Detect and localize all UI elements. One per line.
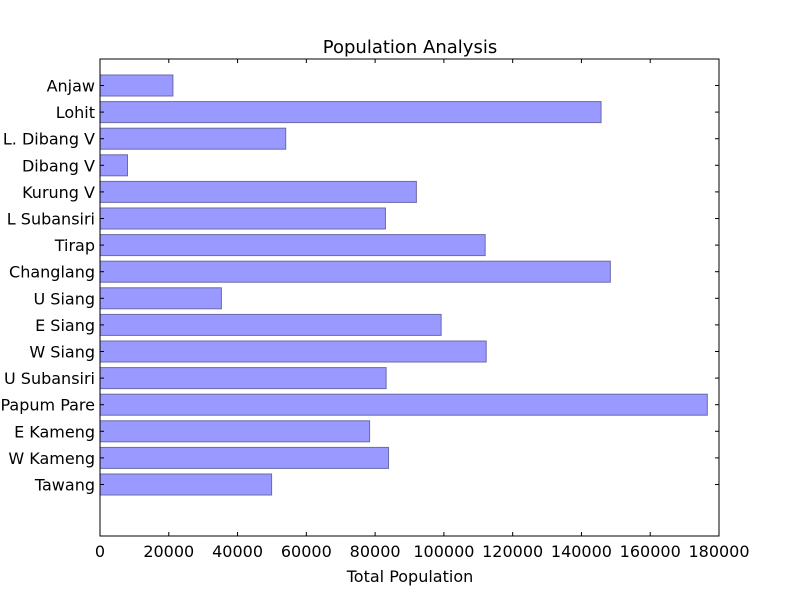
- bar-lohit: [99, 101, 602, 124]
- x-tick-label: 60000: [281, 542, 332, 561]
- y-tick-label: L Subansiri: [7, 210, 95, 229]
- y-tick-label: U Siang: [34, 289, 96, 308]
- y-tick-label: W Siang: [29, 343, 95, 362]
- bar-e-siang: [99, 313, 442, 336]
- x-tick-label: 40000: [212, 542, 263, 561]
- bar-kurung-v: [99, 180, 417, 203]
- bars-layer: [99, 74, 708, 496]
- bar-e-kameng: [99, 420, 371, 443]
- y-tick-label: Papum Pare: [0, 396, 95, 415]
- y-tick-label: Kurung V: [22, 183, 95, 202]
- bar-w-kameng: [99, 446, 390, 469]
- x-tick-label: 180000: [688, 542, 749, 561]
- x-tick-label: 160000: [620, 542, 681, 561]
- bar-u-subansiri: [99, 367, 387, 390]
- y-tick-label: W Kameng: [8, 449, 95, 468]
- x-tick-label: 0: [95, 542, 105, 561]
- y-tick-label: L. Dibang V: [3, 130, 95, 149]
- y-tick-label: Anjaw: [47, 77, 95, 96]
- y-tick-label: Changlang: [9, 263, 95, 282]
- y-tick-label: Dibang V: [22, 156, 95, 175]
- bar-changlang: [99, 260, 611, 283]
- bar-papum-pare: [99, 393, 708, 416]
- ticks-layer: Anjaw Lohit L. Dibang V Dibang V Kurung V L S…: [0, 59, 750, 561]
- bar-w-siang: [99, 340, 487, 363]
- y-tick-label: Lohit: [56, 103, 95, 122]
- bar-tawang: [99, 473, 273, 496]
- bar-dibang-v: [99, 154, 129, 177]
- x-tick-label: 120000: [482, 542, 543, 561]
- bar-anjaw: [99, 74, 174, 97]
- y-tick-label: Tawang: [34, 476, 95, 495]
- y-tick-label: E Siang: [35, 316, 95, 335]
- x-tick-label: 80000: [350, 542, 401, 561]
- bar-tirap: [99, 234, 486, 257]
- y-tick-label: E Kameng: [14, 422, 95, 441]
- y-tick-label: Tirap: [54, 236, 95, 255]
- x-tick-label: 20000: [143, 542, 194, 561]
- x-tick-label: 140000: [551, 542, 612, 561]
- bar-u-siang: [99, 287, 222, 310]
- x-axis-label: Total Population: [346, 567, 474, 586]
- bar-l-subansiri: [99, 207, 386, 230]
- x-tick-label: 100000: [413, 542, 474, 561]
- plot-frame: [99, 58, 720, 537]
- bar-l-dibang-v: [99, 127, 287, 150]
- y-tick-label: U Subansiri: [4, 369, 95, 388]
- chart-title: Population Analysis: [323, 37, 497, 58]
